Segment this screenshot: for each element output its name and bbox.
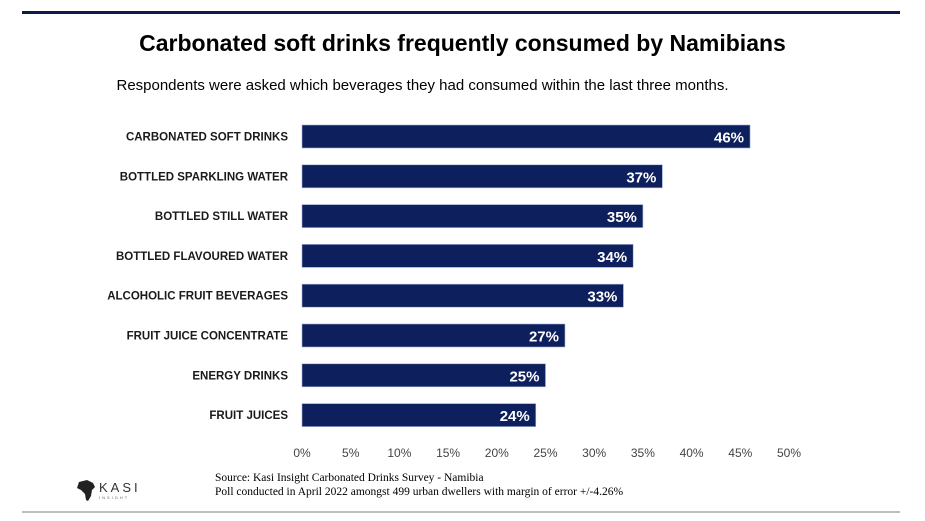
kasi-logo: KASI INSIGHT — [77, 480, 141, 501]
category-label: BOTTLED SPARKLING WATER — [120, 171, 289, 183]
x-tick-label: 10% — [387, 446, 411, 460]
category-label: ALCOHOLIC FRUIT BEVERAGES — [107, 291, 288, 303]
x-tick-label: 50% — [777, 446, 801, 460]
data-label: 37% — [626, 169, 656, 186]
x-tick-label: 0% — [293, 446, 311, 460]
x-tick-label: 20% — [485, 446, 509, 460]
top-rule — [22, 11, 900, 14]
data-label: 27% — [529, 329, 559, 346]
chart-title: Carbonated soft drinks frequently consum… — [139, 30, 786, 56]
bar — [301, 244, 634, 268]
bar — [301, 403, 537, 427]
data-label: 34% — [597, 249, 627, 266]
data-label: 33% — [587, 289, 617, 306]
x-tick-label: 30% — [582, 446, 606, 460]
svg-text:INSIGHT: INSIGHT — [99, 495, 129, 500]
bar — [301, 164, 663, 189]
source-note: Source: Kasi Insight Carbonated Drinks S… — [215, 471, 623, 499]
bar — [301, 283, 624, 308]
x-tick-label: 40% — [680, 446, 704, 460]
category-label: CARBONATED SOFT DRINKS — [126, 132, 288, 144]
bar — [301, 323, 566, 348]
bar — [301, 363, 546, 388]
bar — [301, 124, 751, 149]
category-label: BOTTLED STILL WATER — [155, 211, 289, 223]
source-line-2: Poll conducted in April 2022 amongst 499… — [215, 486, 624, 498]
x-tick-label: 15% — [436, 446, 460, 460]
x-tick-label: 35% — [631, 446, 655, 460]
svg-text:KASI: KASI — [99, 480, 141, 495]
x-tick-label: 5% — [342, 446, 360, 460]
data-label: 24% — [500, 408, 530, 425]
data-label: 35% — [607, 209, 637, 226]
x-tick-label: 25% — [533, 446, 557, 460]
category-label: ENERGY DRINKS — [192, 370, 288, 382]
africa-map-icon — [77, 480, 95, 501]
category-label: FRUIT JUICES — [209, 410, 288, 422]
data-label: 46% — [714, 130, 744, 147]
chart-subtitle: Respondents were asked which beverages t… — [116, 77, 729, 94]
bar — [301, 204, 644, 228]
bottom-rule — [22, 511, 900, 513]
category-label: BOTTLED FLAVOURED WATER — [116, 251, 289, 263]
x-tick-label: 45% — [728, 446, 752, 460]
source-line-1: Source: Kasi Insight Carbonated Drinks S… — [215, 472, 484, 484]
category-label: FRUIT JUICE CONCENTRATE — [127, 331, 289, 343]
data-label: 25% — [509, 368, 539, 385]
